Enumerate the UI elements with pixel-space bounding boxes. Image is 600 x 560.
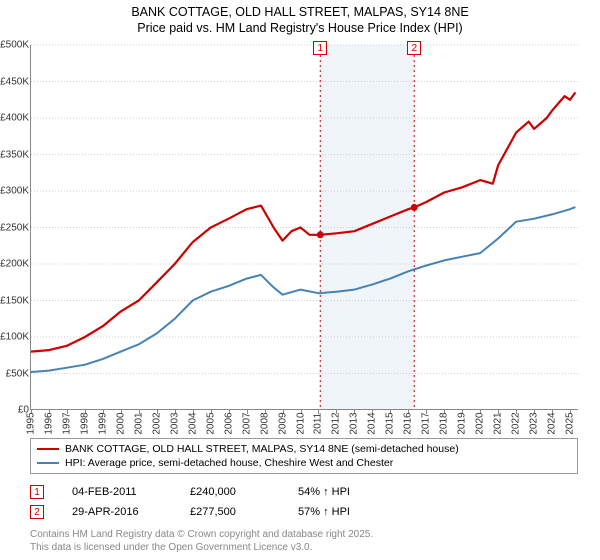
x-axis-label: 2012 [331, 412, 342, 434]
series-hpi [31, 207, 575, 372]
x-axis-label: 1996 [43, 412, 54, 434]
y-axis-label: £500K [0, 40, 29, 51]
x-axis-label: 2021 [493, 412, 504, 434]
x-axis-label: 2004 [187, 412, 198, 434]
legend-and-footer: BANK COTTAGE, OLD HALL STREET, MALPAS, S… [30, 438, 578, 554]
x-axis-label: 2017 [421, 412, 432, 434]
sale-marker-icon: 2 [30, 505, 44, 519]
legend-label: BANK COTTAGE, OLD HALL STREET, MALPAS, S… [65, 443, 459, 455]
x-axis-label: 2018 [439, 412, 450, 434]
y-axis-label: £450K [0, 76, 29, 87]
sale-price: £240,000 [190, 486, 270, 498]
x-axis-label: 2014 [367, 412, 378, 434]
title-block: BANK COTTAGE, OLD HALL STREET, MALPAS, S… [0, 0, 600, 37]
sales-table: 1 04-FEB-2011 £240,000 54% ↑ HPI 2 29-AP… [30, 482, 578, 522]
sale-date: 29-APR-2016 [72, 506, 162, 518]
x-axis-label: 1995 [26, 412, 37, 434]
legend-swatch [37, 448, 59, 450]
y-axis-label: £50K [0, 368, 29, 379]
x-axis-label: 2001 [133, 412, 144, 434]
legend-label: HPI: Average price, semi-detached house,… [65, 457, 393, 469]
x-axis-label: 1999 [97, 412, 108, 434]
series-property [31, 92, 575, 351]
x-axis-label: 2000 [115, 412, 126, 434]
chart-container: BANK COTTAGE, OLD HALL STREET, MALPAS, S… [0, 0, 600, 560]
x-axis-label: 2020 [475, 412, 486, 434]
legend-item: BANK COTTAGE, OLD HALL STREET, MALPAS, S… [37, 442, 571, 456]
x-axis-label: 2008 [259, 412, 270, 434]
x-axis-label: 2010 [295, 412, 306, 434]
event-marker-icon: 2 [407, 41, 421, 55]
y-axis-label: £350K [0, 149, 29, 160]
legend-item: HPI: Average price, semi-detached house,… [37, 456, 571, 470]
x-axis-label: 2005 [205, 412, 216, 434]
x-axis-label: 2019 [457, 412, 468, 434]
sale-row: 2 29-APR-2016 £277,500 57% ↑ HPI [30, 502, 578, 522]
footnote: Contains HM Land Registry data © Crown c… [30, 528, 578, 554]
y-axis-label: £100K [0, 332, 29, 343]
x-axis-label: 2003 [169, 412, 180, 434]
legend-box: BANK COTTAGE, OLD HALL STREET, MALPAS, S… [30, 438, 578, 474]
title-line-1: BANK COTTAGE, OLD HALL STREET, MALPAS, S… [0, 4, 600, 20]
x-axis-label: 2024 [547, 412, 558, 434]
x-axis-label: 2009 [277, 412, 288, 434]
event-marker-icon: 1 [313, 41, 327, 55]
x-axis-label: 2006 [223, 412, 234, 434]
x-axis-label: 2011 [313, 413, 324, 435]
x-axis-label: 1997 [61, 412, 72, 434]
legend-swatch [37, 462, 59, 464]
footnote-line: Contains HM Land Registry data © Crown c… [30, 528, 578, 541]
x-axis-label: 2007 [241, 412, 252, 434]
y-axis-label: £300K [0, 186, 29, 197]
y-axis-label: £150K [0, 295, 29, 306]
sale-date: 04-FEB-2011 [72, 486, 162, 498]
x-axis-label: 2022 [511, 412, 522, 434]
sale-row: 1 04-FEB-2011 £240,000 54% ↑ HPI [30, 482, 578, 502]
y-axis-label: £200K [0, 259, 29, 270]
chart-svg [31, 45, 578, 409]
x-axis-label: 2023 [529, 412, 540, 434]
sale-delta: 54% ↑ HPI [298, 486, 398, 498]
x-axis-label: 2013 [349, 412, 360, 434]
y-axis-label: £400K [0, 113, 29, 124]
x-axis-label: 1998 [79, 412, 90, 434]
x-axis-label: 2025 [565, 412, 576, 434]
x-axis-label: 2016 [403, 412, 414, 434]
x-axis-label: 2015 [385, 412, 396, 434]
x-axis-label: 2002 [151, 412, 162, 434]
sale-delta: 57% ↑ HPI [298, 506, 398, 518]
sale-marker-icon: 1 [30, 485, 44, 499]
sale-price: £277,500 [190, 506, 270, 518]
chart-plot-area: £0£50K£100K£150K£200K£250K£300K£350K£400… [30, 45, 578, 410]
y-axis-label: £250K [0, 222, 29, 233]
footnote-line: This data is licensed under the Open Gov… [30, 541, 578, 554]
title-line-2: Price paid vs. HM Land Registry's House … [0, 20, 600, 36]
